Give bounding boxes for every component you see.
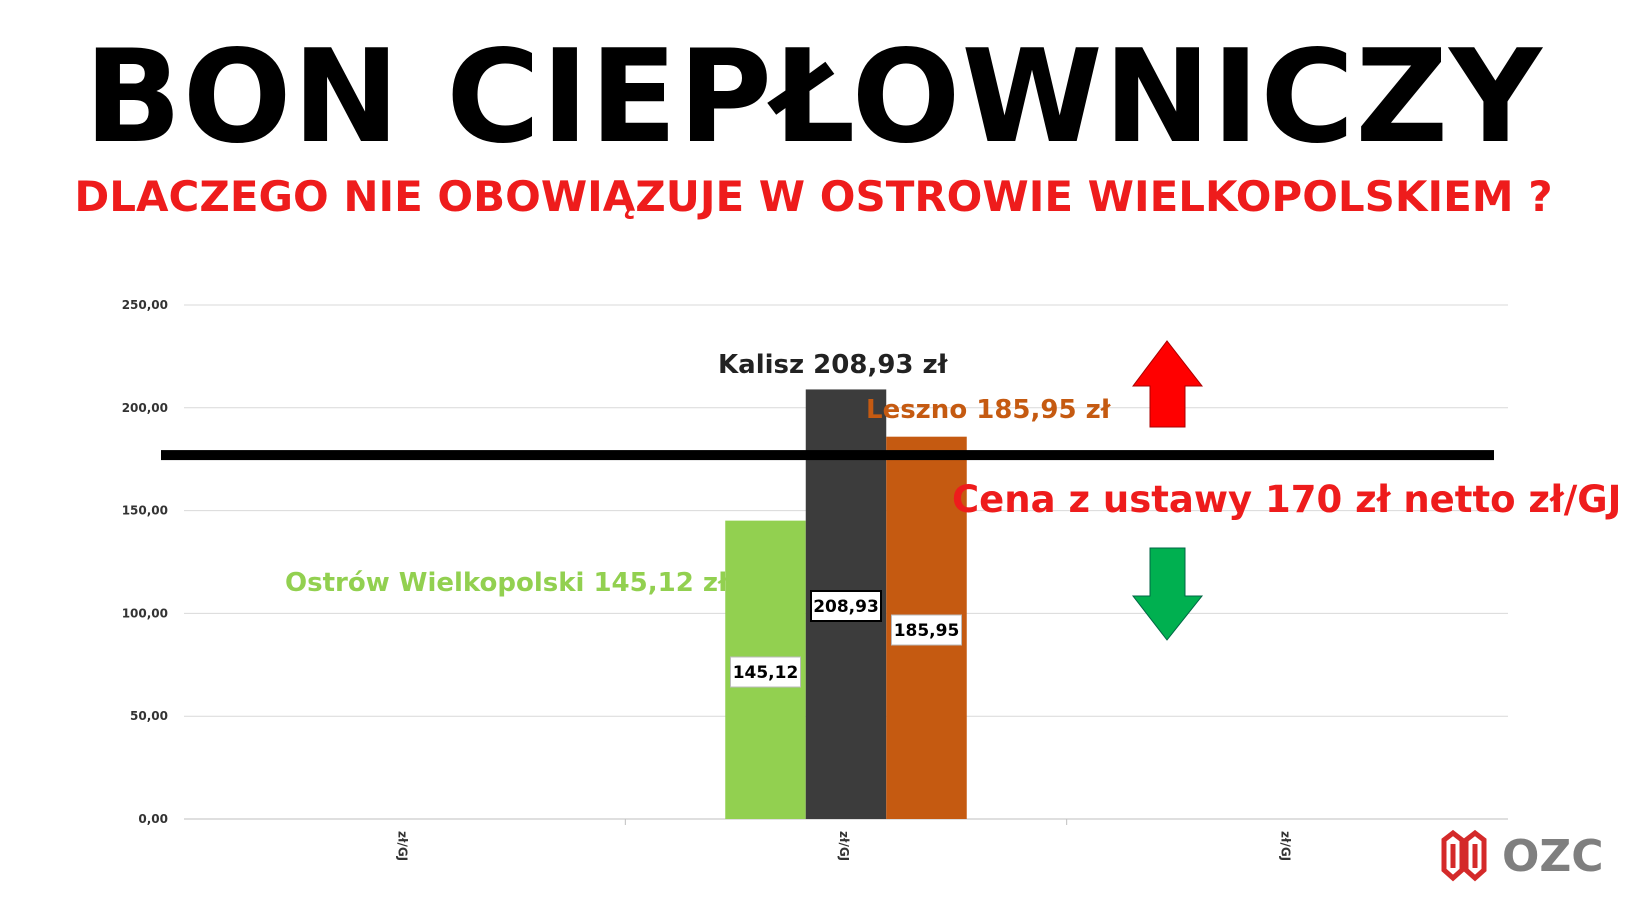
data-label: 185,95 (894, 621, 960, 641)
data-label: 145,12 (733, 663, 799, 683)
page-subtitle: DLACZEGO NIE OBOWIĄZUJE W OSTROWIE WIELK… (74, 172, 1553, 221)
data-label-box (810, 590, 882, 622)
ozc-logo-mark-icon (1441, 829, 1487, 882)
y-tick-label: 100,00 (122, 606, 168, 620)
reference-line (161, 450, 1494, 461)
y-tick-label: 50,00 (130, 709, 168, 723)
annotation-leszno: Leszno 185,95 zł (866, 395, 1111, 425)
y-tick-label: 250,00 (122, 298, 168, 312)
x-tick-label: zł/GJ (1278, 831, 1292, 861)
annotation-cena: Cena z ustawy 170 zł netto zł/GJ (952, 478, 1622, 521)
arrow-up-icon (1131, 340, 1204, 428)
x-tick-label: zł/GJ (837, 831, 851, 861)
x-tick-label: zł/GJ (396, 831, 410, 861)
page-title: BON CIEPŁOWNICZY (84, 23, 1543, 172)
y-tick-label: 0,00 (138, 812, 168, 826)
data-label-box (891, 614, 962, 646)
y-tick-label: 200,00 (122, 401, 168, 415)
data-label: 208,93 (813, 597, 879, 617)
data-label-box (730, 656, 801, 688)
ozc-logo-text: OZC (1502, 830, 1604, 882)
ozc-logo: OZC (1440, 828, 1604, 884)
y-tick-label: 150,00 (122, 504, 168, 518)
annotation-kalisz: Kalisz 208,93 zł (718, 350, 948, 380)
arrow-down-icon (1131, 547, 1204, 641)
annotation-ostrow: Ostrów Wielkopolski 145,12 zł (285, 568, 728, 598)
